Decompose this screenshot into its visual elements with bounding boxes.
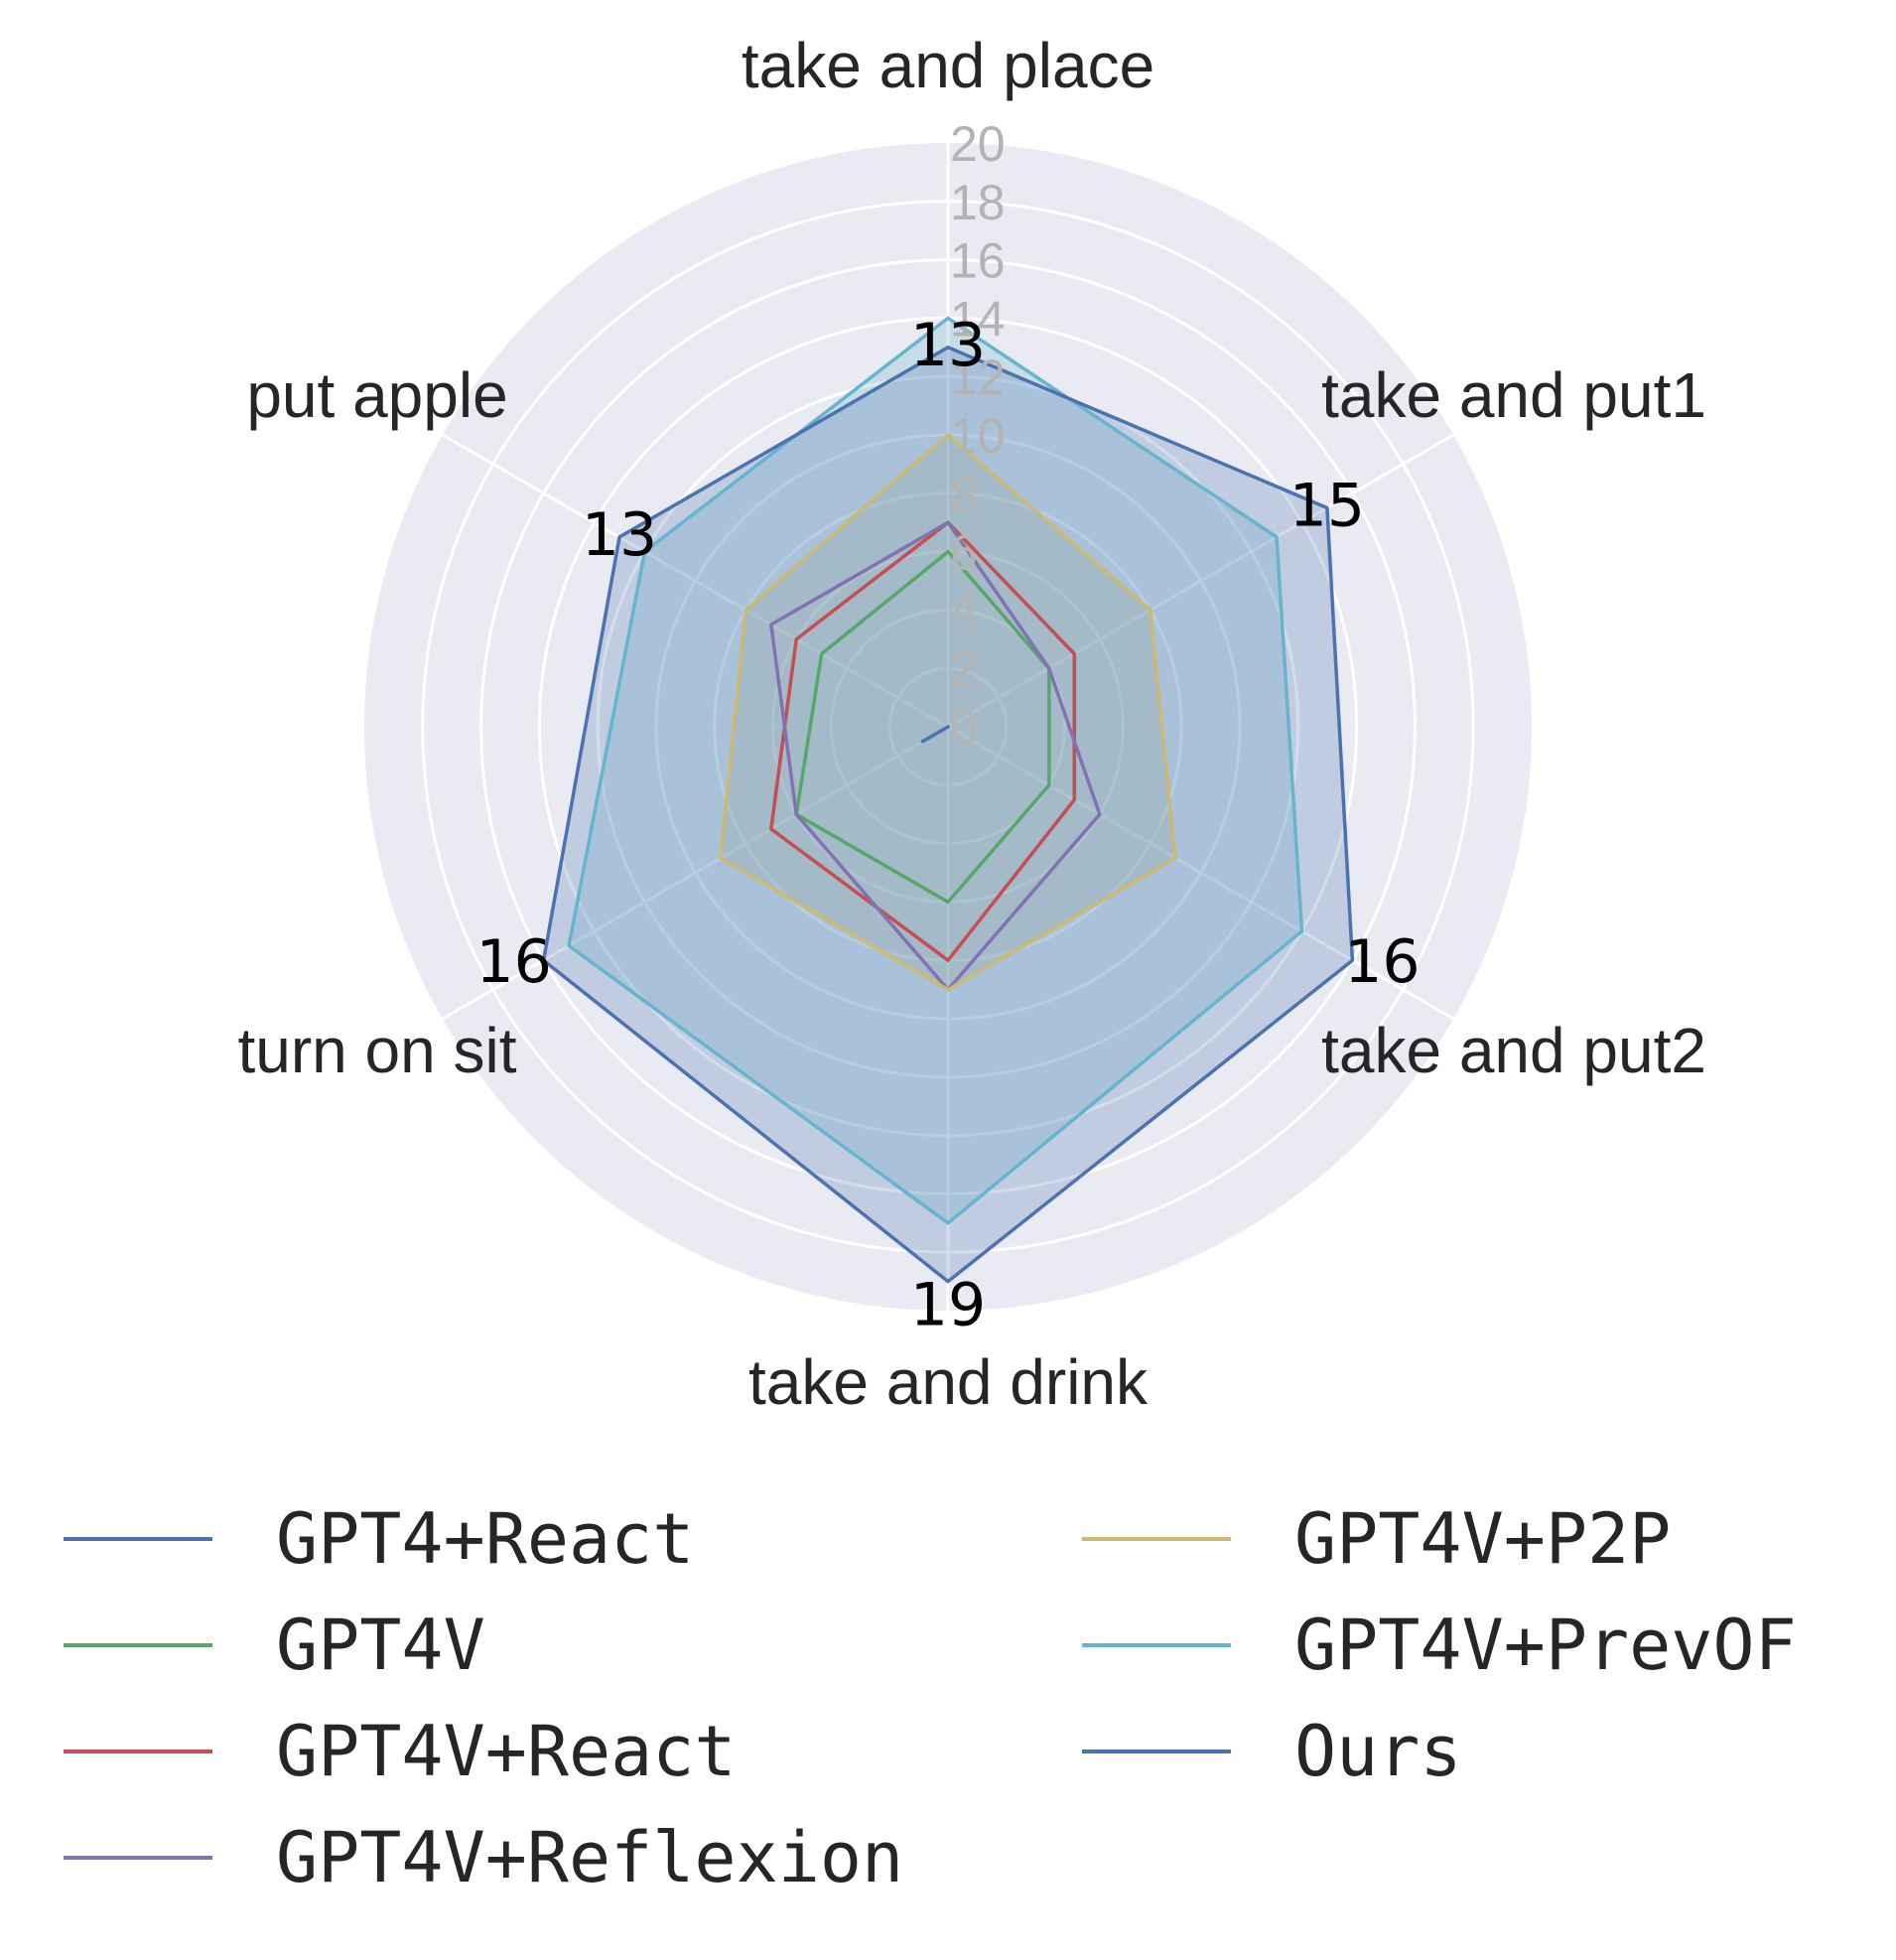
legend-item-ours: Ours bbox=[1082, 1702, 1462, 1801]
category-label-take-and-put2: take and put2 bbox=[1321, 1015, 1706, 1086]
gridline-spoke bbox=[442, 725, 949, 1021]
radial-tick-label: 16 bbox=[950, 233, 1006, 289]
legend-item-gpt4v-prevof: GPT4V+PrevOF bbox=[1082, 1596, 1797, 1695]
data-label-turn-on-sit: 16 bbox=[475, 927, 551, 997]
data-label-take-and-place: 13 bbox=[910, 311, 986, 380]
radial-tick-label: 18 bbox=[950, 175, 1006, 230]
legend-item-gpt4v-p2p: GPT4V+P2P bbox=[1082, 1489, 1671, 1589]
legend-label: Ours bbox=[1294, 1711, 1462, 1792]
category-label-take-and-put1: take and put1 bbox=[1321, 359, 1706, 431]
series-line-gpt4v-prevof bbox=[567, 316, 1304, 1225]
legend-label: GPT4V+PrevOF bbox=[1294, 1605, 1797, 1686]
legend-item-gpt4v-react: GPT4V+React bbox=[64, 1702, 737, 1801]
radial-tick-label: 12 bbox=[950, 350, 1006, 405]
legend: GPT4+React GPT4V GPT4V+React GPT4V+Refle… bbox=[0, 1460, 1896, 1898]
data-label-take-and-put2: 16 bbox=[1344, 927, 1420, 997]
gridline-spoke bbox=[442, 433, 949, 729]
series-line-gpt4-react bbox=[920, 725, 950, 744]
category-labels: take and place take and put1 take and put2… bbox=[237, 30, 1705, 1418]
series-line-gpt4v-p2p bbox=[719, 433, 1177, 992]
legend-swatch bbox=[1082, 1643, 1231, 1647]
radial-tick-label: 2 bbox=[950, 641, 978, 697]
radial-tick-label: 20 bbox=[950, 116, 1006, 172]
legend-swatch bbox=[64, 1856, 212, 1860]
series-fill-gpt4v-p2p bbox=[720, 435, 1176, 990]
legend-swatch bbox=[64, 1750, 212, 1753]
legend-item-gpt4-react: GPT4+React bbox=[64, 1489, 694, 1589]
legend-label: GPT4+React bbox=[276, 1498, 695, 1580]
legend-item-gpt4v: GPT4V bbox=[64, 1596, 485, 1695]
data-label-take-and-drink: 19 bbox=[910, 1271, 986, 1340]
legend-swatch bbox=[1082, 1750, 1231, 1753]
legend-swatch bbox=[64, 1537, 212, 1541]
legend-swatch bbox=[64, 1643, 212, 1647]
radial-tick-label: 0 bbox=[950, 700, 978, 756]
data-labels: 13 15 16 19 16 13 bbox=[475, 311, 1420, 1340]
angular-gridlines bbox=[442, 143, 1454, 1311]
data-label-put-apple: 13 bbox=[582, 500, 657, 570]
radial-tick-label: 4 bbox=[950, 583, 978, 638]
series-fill-ours bbox=[543, 347, 1353, 1282]
radial-tick-label: 14 bbox=[950, 291, 1006, 347]
legend-label: GPT4V+React bbox=[276, 1711, 737, 1792]
data-label-take-and-put1: 15 bbox=[1289, 472, 1365, 541]
gridline-spoke bbox=[947, 725, 1454, 1021]
gridline-spoke bbox=[947, 433, 1454, 729]
series-fill-gpt4v-prevof bbox=[569, 318, 1302, 1223]
series-fills bbox=[543, 318, 1353, 1282]
legend-label: GPT4V+Reflexion bbox=[276, 1817, 904, 1898]
category-label-take-and-place: take and place bbox=[742, 30, 1154, 101]
legend-item-gpt4v-reflexion: GPT4V+Reflexion bbox=[64, 1808, 903, 1907]
legend-swatch bbox=[1082, 1537, 1231, 1541]
series-line-gpt4v-react bbox=[769, 520, 1077, 962]
legend-label: GPT4V+P2P bbox=[1294, 1498, 1672, 1580]
radial-tick-label: 8 bbox=[950, 467, 978, 522]
legend-label: GPT4V bbox=[276, 1605, 485, 1686]
category-label-take-and-drink: take and drink bbox=[748, 1346, 1149, 1418]
category-label-put-apple: put apple bbox=[246, 359, 507, 431]
radial-tick-label: 6 bbox=[950, 525, 978, 581]
radial-tick-label: 10 bbox=[950, 408, 1006, 464]
category-label-turn-on-sit: turn on sit bbox=[237, 1015, 516, 1086]
series-line-ours bbox=[541, 346, 1355, 1284]
series-lines bbox=[541, 316, 1355, 1284]
